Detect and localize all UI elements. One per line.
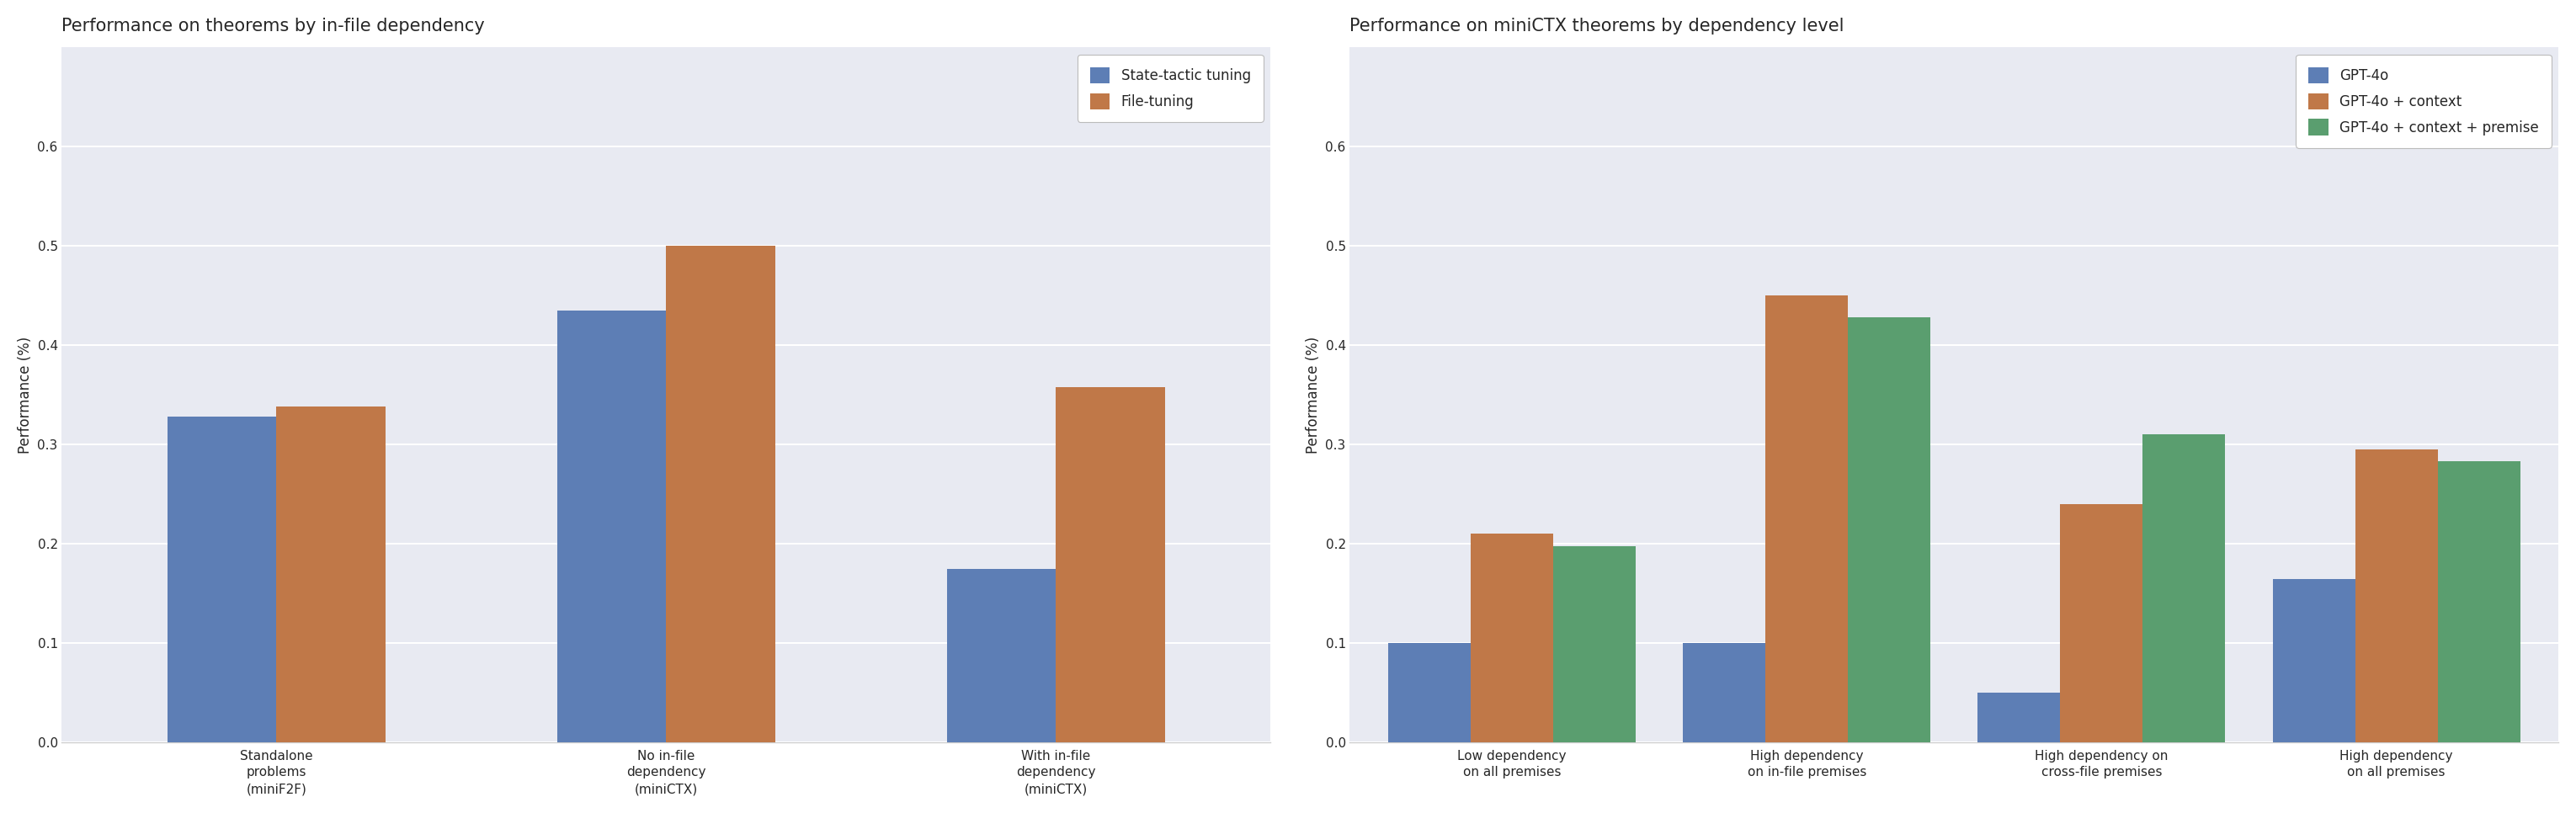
Bar — [2354, 450, 2437, 742]
Bar — [1847, 317, 1929, 742]
Bar — [1765, 296, 1847, 742]
Bar — [276, 406, 386, 742]
Y-axis label: Performance (%): Performance (%) — [18, 337, 33, 454]
Bar — [2143, 435, 2226, 742]
Bar — [1388, 643, 1471, 742]
Bar — [948, 569, 1056, 742]
Bar — [167, 417, 276, 742]
Bar — [667, 246, 775, 742]
Bar — [1682, 643, 1765, 742]
Text: Performance on theorems by in-file dependency: Performance on theorems by in-file depen… — [62, 18, 484, 34]
Bar — [2272, 579, 2354, 742]
Legend: State-tactic tuning, File-tuning: State-tactic tuning, File-tuning — [1077, 54, 1262, 122]
Bar — [2061, 504, 2143, 742]
Bar — [1056, 387, 1164, 742]
Legend: GPT-4o, GPT-4o + context, GPT-4o + context + premise: GPT-4o, GPT-4o + context, GPT-4o + conte… — [2295, 54, 2550, 148]
Text: Performance on miniCTX theorems by dependency level: Performance on miniCTX theorems by depen… — [1350, 18, 1844, 34]
Bar — [1553, 546, 1636, 742]
Bar — [1978, 693, 2061, 742]
Bar — [1471, 534, 1553, 742]
Y-axis label: Performance (%): Performance (%) — [1306, 337, 1321, 454]
Bar — [2437, 462, 2519, 742]
Bar — [556, 311, 667, 742]
